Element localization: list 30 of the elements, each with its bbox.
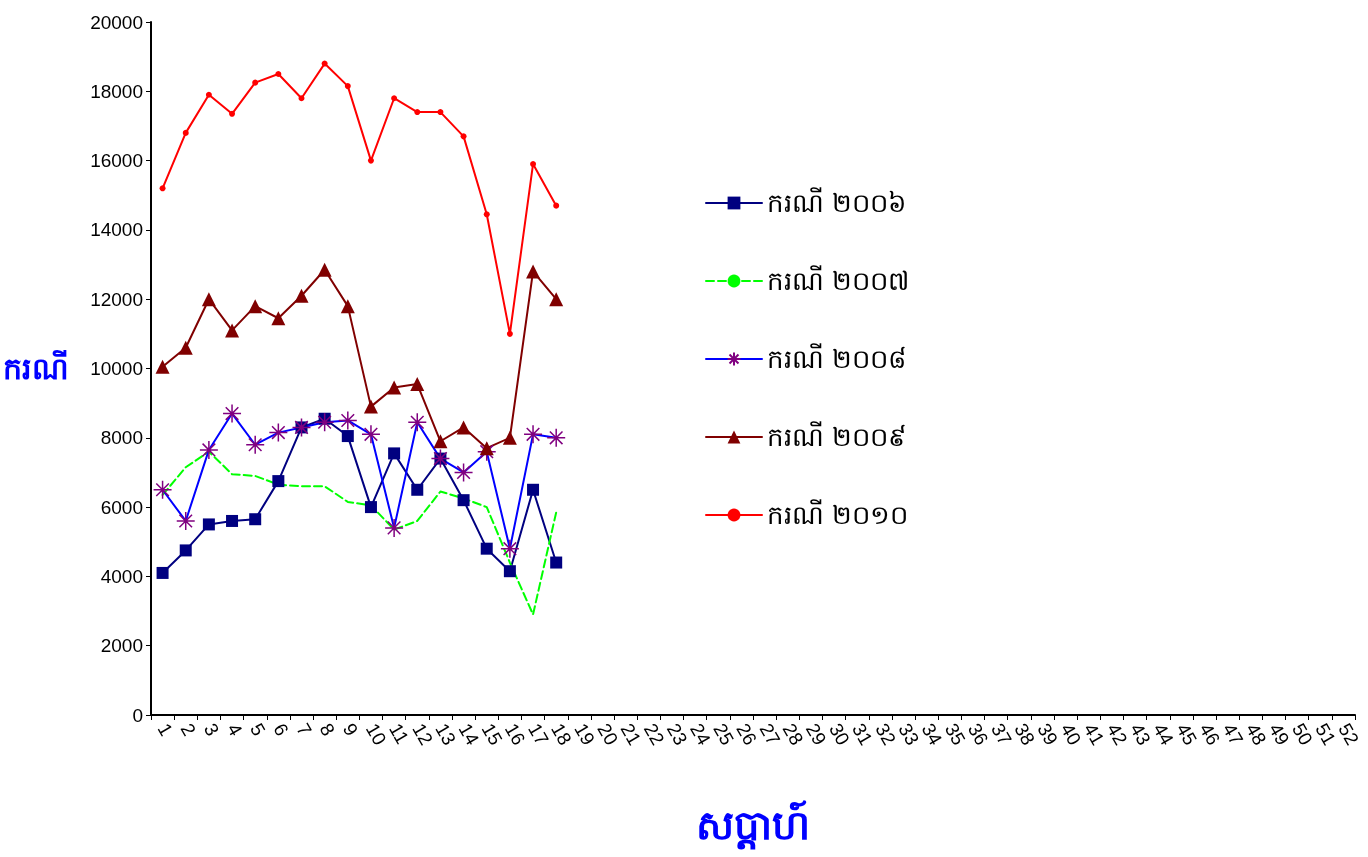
y-tick-label: 10000	[90, 358, 143, 379]
y-tick-label: 12000	[90, 288, 143, 310]
y-tick-label: 20000	[90, 11, 143, 33]
x-tick-label: 2	[176, 719, 201, 740]
y-axis-title: ករណី	[3, 349, 69, 386]
legend-label: ករណី ២០០៦	[767, 187, 907, 218]
y-tick-label: 2000	[100, 635, 143, 657]
y-tick-label: 6000	[100, 496, 143, 518]
y-tick-label: 0	[132, 704, 143, 726]
x-tick-label: 6	[269, 719, 293, 740]
y-tick-label: 8000	[100, 427, 143, 449]
y-tick-label: 18000	[90, 80, 143, 102]
legend-label: ករណី ២០០៨	[767, 343, 907, 374]
x-axis-title: សប្តាហ៍	[696, 800, 810, 850]
legend-label: ករណី ២០១០	[767, 499, 909, 530]
x-tick-label: 1	[153, 719, 177, 740]
x-tick-label: 8	[315, 719, 340, 740]
x-tick-label: 4	[222, 719, 247, 740]
legend-label: ករណី ២០០៩	[767, 421, 907, 452]
x-tick-label: 9	[338, 719, 363, 740]
x-tick-label: 3	[199, 719, 224, 740]
x-tick-label: 37	[987, 719, 1016, 749]
legend-label: ករណី ២០០៧	[767, 265, 910, 296]
y-tick-label: 16000	[90, 150, 143, 172]
x-tick-label: 34	[917, 719, 947, 749]
x-tick-label: 47	[1218, 719, 1248, 749]
y-tick-label: 14000	[90, 219, 143, 241]
y-tick-label: 4000	[100, 565, 143, 587]
x-tick-label: 7	[292, 719, 316, 740]
x-tick-label: 5	[246, 719, 270, 740]
